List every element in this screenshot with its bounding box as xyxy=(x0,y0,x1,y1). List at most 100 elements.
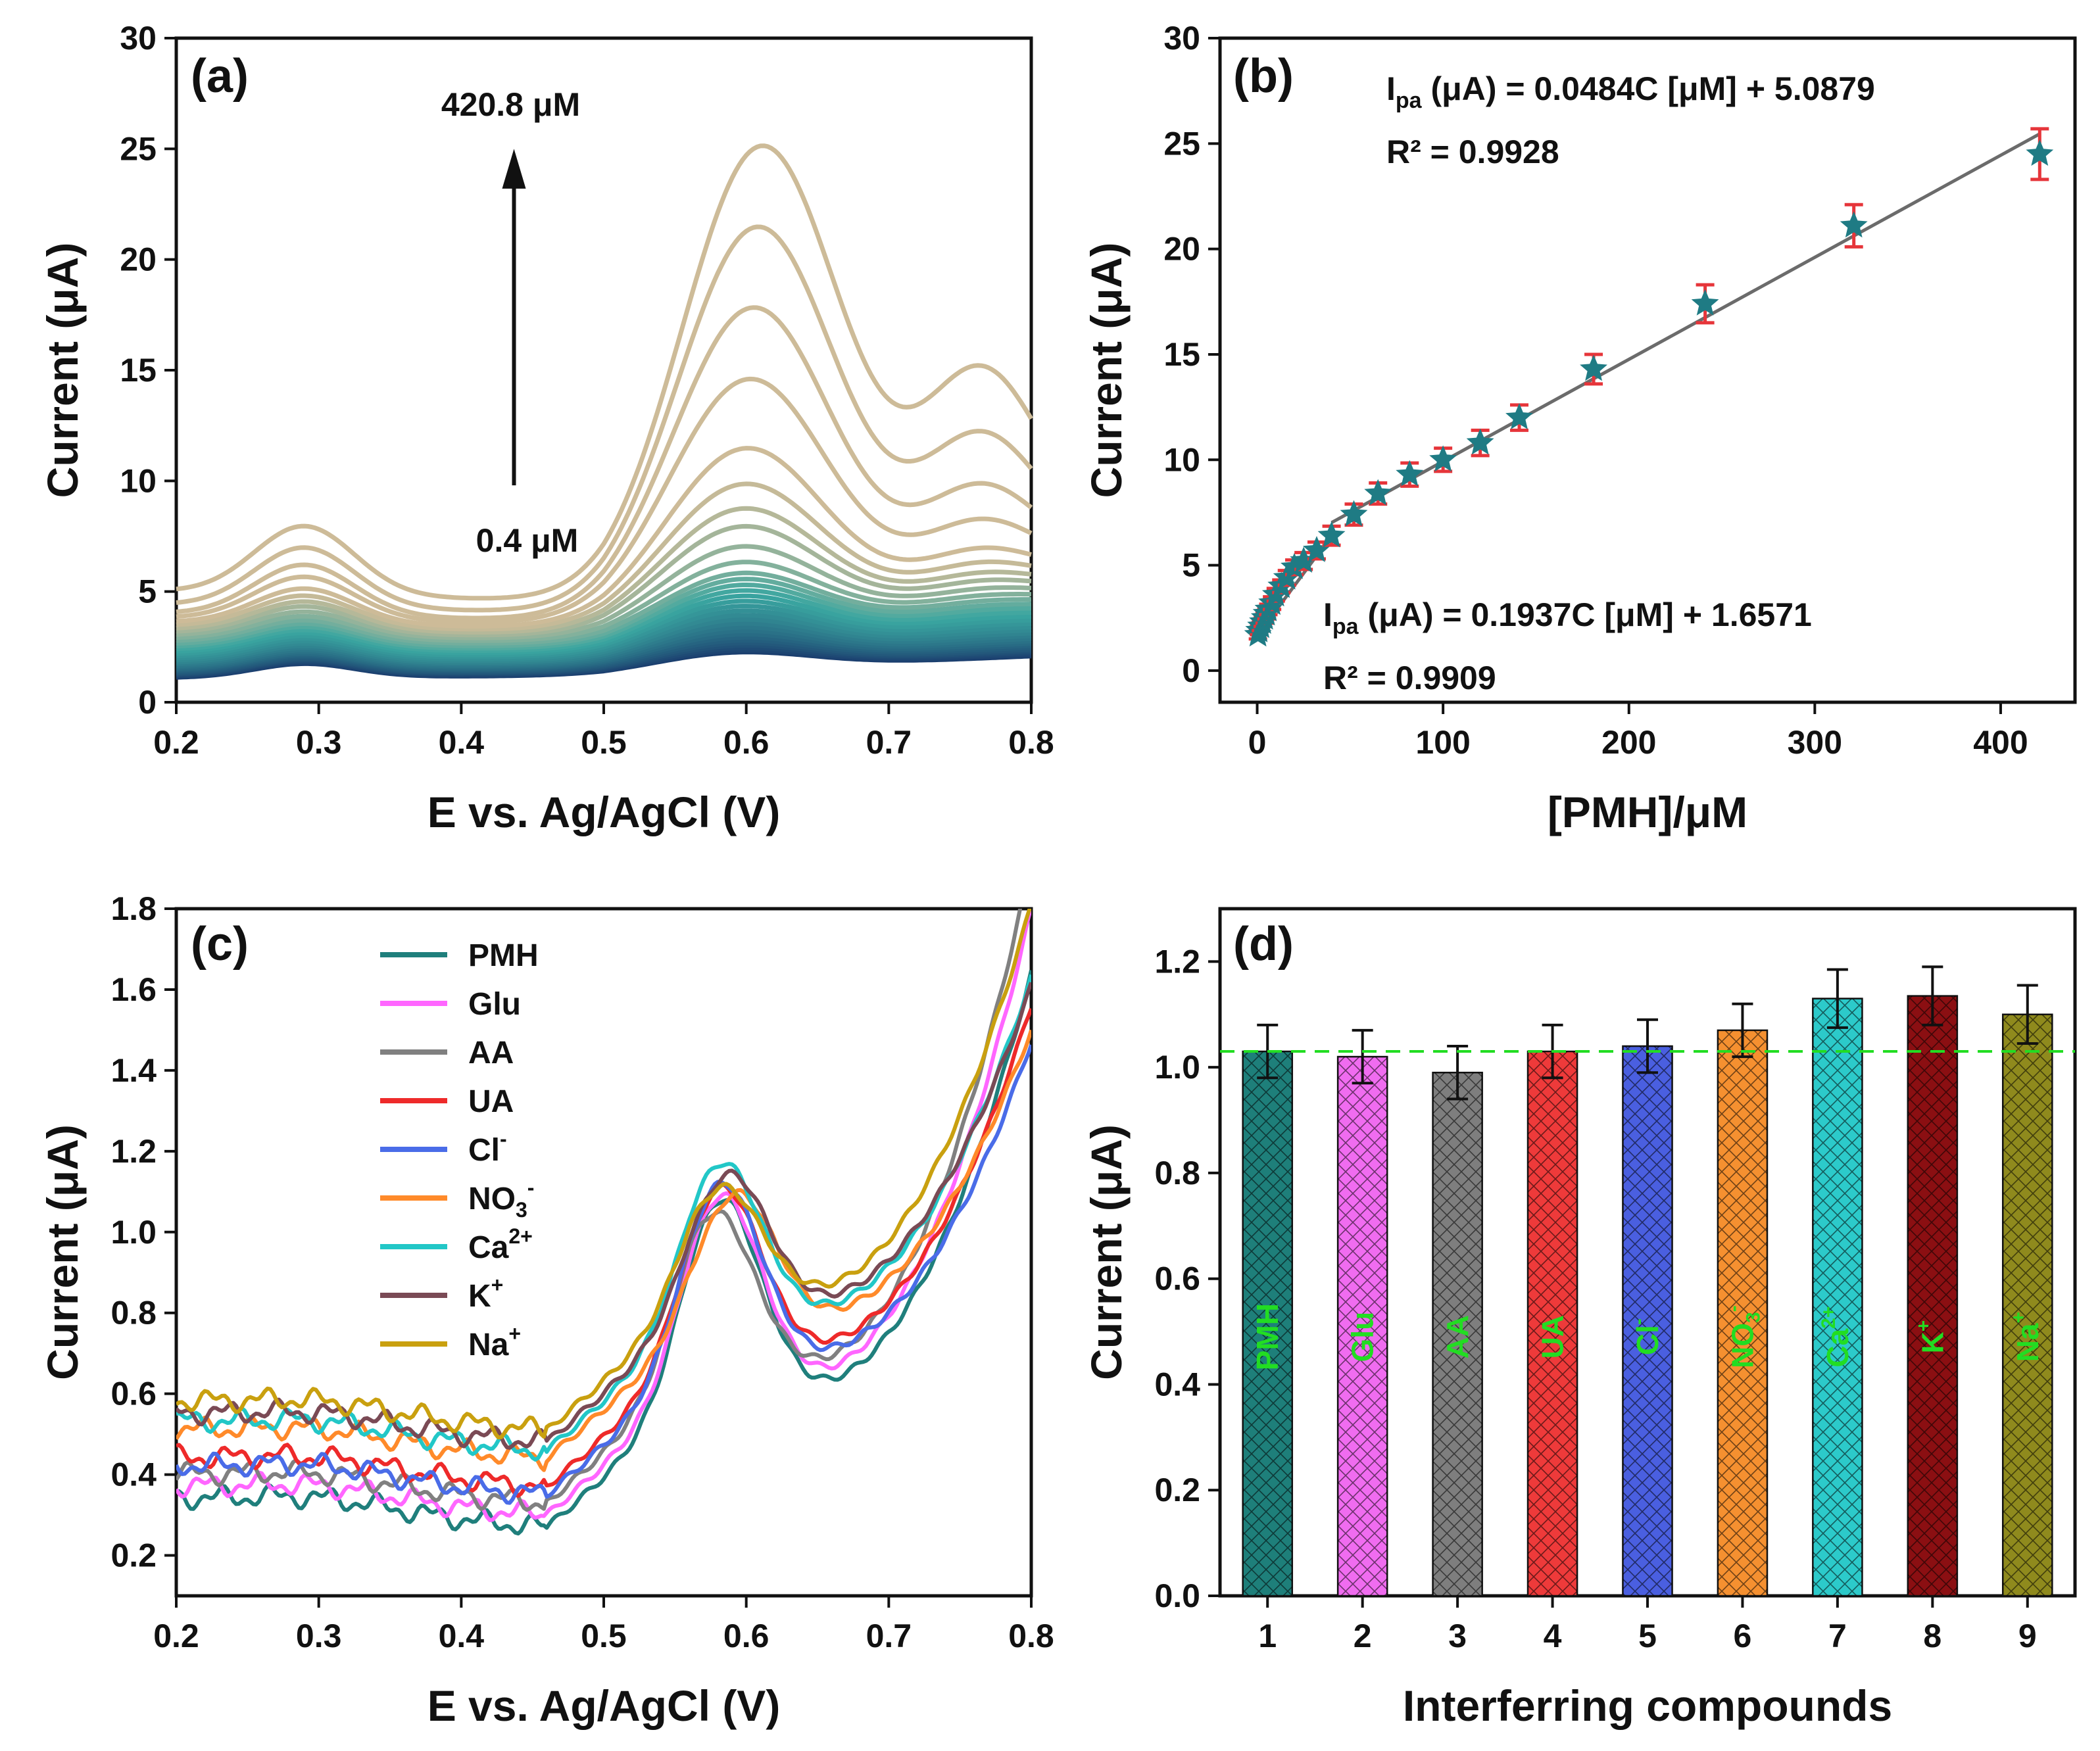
panel-a-curve-25 xyxy=(176,506,1032,635)
panel-c-y-tick-label: 0.8 xyxy=(110,1295,157,1331)
panel-c-legend-label-UA: UA xyxy=(468,1084,514,1119)
panel-b-point-12 xyxy=(1281,552,1308,579)
panel-c-curve-Ca2+ xyxy=(176,974,1031,1462)
panel-c-legend: PMH Glu AA UA Cl- NO3-Ca2+ K+ Na+ xyxy=(380,938,539,1362)
panel-d-bar-label-9: Na+ xyxy=(2008,1312,2045,1362)
panel-a-curve-29 xyxy=(176,305,1033,621)
panel-d-y-tick-label: 1.0 xyxy=(1154,1049,1200,1086)
panel-a-curve-14 xyxy=(176,608,1032,661)
panel-b-y-tick-label: 30 xyxy=(1163,20,1200,57)
panel-c-curve-Glu xyxy=(176,909,1031,1522)
panel-d-bar-label-6: NO3- xyxy=(1722,1305,1764,1368)
panel-c-y-tick-label: 1.4 xyxy=(110,1052,157,1089)
panel-c-x-tick-label: 0.8 xyxy=(1008,1618,1054,1654)
panel-b-point-25 xyxy=(2026,139,2054,166)
panel-b-y-tick-label: 15 xyxy=(1163,336,1200,373)
panel-d-bar-hatch-2 xyxy=(1338,1057,1388,1596)
panel-d-bar-hatch-6 xyxy=(1717,1030,1767,1596)
panel-d-bar-label-4: UA xyxy=(1536,1315,1570,1358)
panel-d-x-tick-label: 9 xyxy=(2018,1618,2037,1654)
panel-d-x-tick-label: 2 xyxy=(1354,1618,1372,1654)
panel-a-curve-24 xyxy=(176,523,1032,638)
panel-d-bar-hatch-9 xyxy=(2003,1014,2053,1596)
panel-d-bar-hatch-3 xyxy=(1432,1072,1482,1596)
panel-d-x-tick-label: 3 xyxy=(1448,1618,1467,1654)
panel-c-y-axis-label: Current (μA) xyxy=(38,1124,87,1380)
panel-c-legend-label-NO3-: NO3- xyxy=(468,1176,534,1222)
panel-c-y-tick-label: 1.0 xyxy=(110,1214,157,1251)
panel-c-curves xyxy=(176,909,1031,1536)
panel-d-x-tick-label: 5 xyxy=(1638,1618,1657,1654)
panel-a-curve-30 xyxy=(176,224,1033,613)
panel-b: 0 100 200 300 400 0 5 10 15 20 25 30 [PMH]/μM Current… xyxy=(1082,20,2077,836)
panel-b-point-18 xyxy=(1396,460,1424,487)
panel-a-x-tick-label: 0.5 xyxy=(581,724,627,761)
panel-a-y-tick-label: 10 xyxy=(120,462,157,499)
panel-a-curve-31 xyxy=(176,143,1033,601)
panel-d-x-tick-label: 1 xyxy=(1258,1618,1277,1654)
panel-b-x-axis-label: [PMH]/μM xyxy=(1548,788,1747,836)
panel-c-legend-label-Ca2+: Ca2+ xyxy=(468,1224,533,1265)
panel-a-curves xyxy=(176,143,1033,680)
panel-b-low-equation: Ipa (μA) = 0.1937C [μM] + 1.6571 xyxy=(1323,596,1812,639)
panel-c-x-tick-label: 0.6 xyxy=(723,1618,769,1654)
panel-c-legend-label-Cl-: Cl- xyxy=(468,1127,507,1168)
panel-a-x-tick-label: 0.2 xyxy=(153,724,199,761)
panel-d-x-tick-label: 7 xyxy=(1828,1618,1847,1654)
panel-d-label: (d) xyxy=(1233,918,1294,971)
panel-c-y-tick-label: 0.6 xyxy=(110,1376,157,1412)
panel-c-curve-K+ xyxy=(176,982,1031,1450)
panel-c-x-tick-label: 0.2 xyxy=(153,1618,199,1654)
panel-b-y-tick-label: 5 xyxy=(1182,547,1200,584)
panel-d-bar-label-8: K+ xyxy=(1913,1320,1949,1354)
panel-d-bar-hatch-7 xyxy=(1813,998,1863,1596)
panel-b-point-24 xyxy=(1840,211,1868,238)
panel-a-x-tick-label: 0.6 xyxy=(723,724,769,761)
panel-a-curve-15 xyxy=(176,604,1032,660)
panel-c-curve-Cl- xyxy=(176,1044,1031,1505)
panel-c-y-tick-label: 0.4 xyxy=(110,1456,157,1493)
panel-c-x-axis-label: E vs. Ag/AgCl (V) xyxy=(427,1681,781,1730)
panel-d-bar-label-1: PMH xyxy=(1250,1303,1284,1370)
panel-d-bar-label-3: AA xyxy=(1440,1315,1475,1358)
panel-c-curve-UA xyxy=(176,1007,1031,1498)
panel-b-point-21 xyxy=(1505,403,1533,429)
panel-d-y-tick-label: 0.2 xyxy=(1154,1472,1200,1508)
panel-b-high-equation: Ipa (μA) = 0.0484C [μM] + 5.0879 xyxy=(1386,70,1875,113)
panel-a-y-tick-label: 5 xyxy=(138,573,157,610)
panel-b-point-22 xyxy=(1580,354,1607,381)
panel-a-curve-23 xyxy=(176,544,1032,640)
panel-d-y-tick-label: 0.4 xyxy=(1154,1366,1200,1403)
panel-a-label: (a) xyxy=(191,50,249,103)
panel-d-bar-hatch-1 xyxy=(1242,1051,1292,1596)
panel-c-legend-label-K+: K+ xyxy=(468,1273,503,1314)
panel-d-x-axis-label: Interferring compounds xyxy=(1403,1681,1892,1730)
panel-b-point-13 xyxy=(1290,546,1318,573)
panel-b-x-tick-label: 0 xyxy=(1248,724,1267,761)
panel-c-y-tick-label: 0.2 xyxy=(110,1537,157,1574)
panel-d-y-tick-label: 0.0 xyxy=(1154,1577,1200,1614)
panel-b-axes-frame xyxy=(1218,36,2077,704)
panel-a-y-tick-label: 25 xyxy=(120,130,157,167)
panel-a-y-axis-label: Current (μA) xyxy=(38,243,87,498)
panel-c-x-tick-label: 0.7 xyxy=(866,1618,912,1654)
panel-a-x-tick-label: 0.7 xyxy=(866,724,912,761)
panel-d-x-tick-label: 4 xyxy=(1544,1618,1562,1654)
panel-c-legend-label-AA: AA xyxy=(468,1036,514,1070)
panel-a-y-tick-label: 0 xyxy=(138,684,157,721)
panel-b-y-tick-label: 0 xyxy=(1182,652,1200,689)
panel-c-y-tick-label: 1.8 xyxy=(110,890,157,927)
panel-c-legend-label-Glu: Glu xyxy=(468,987,521,1022)
panel-a-curve-19 xyxy=(176,583,1031,651)
panel-a-x-axis-label: E vs. Ag/AgCl (V) xyxy=(427,788,781,836)
panel-b-low-r2: R² = 0.9909 xyxy=(1323,660,1496,696)
panel-b-y-tick-label: 20 xyxy=(1163,231,1200,268)
panel-d-bar-hatch-8 xyxy=(1907,995,1957,1596)
panel-b-point-23 xyxy=(1691,289,1719,316)
panel-a-curve-22 xyxy=(176,560,1032,643)
panel-b-x-tick-label: 200 xyxy=(1601,724,1656,761)
panel-c-label: (c) xyxy=(191,918,249,971)
panel-a-annotation-top: 420.8 μM xyxy=(441,86,580,123)
panel-b-point-14 xyxy=(1303,536,1331,562)
